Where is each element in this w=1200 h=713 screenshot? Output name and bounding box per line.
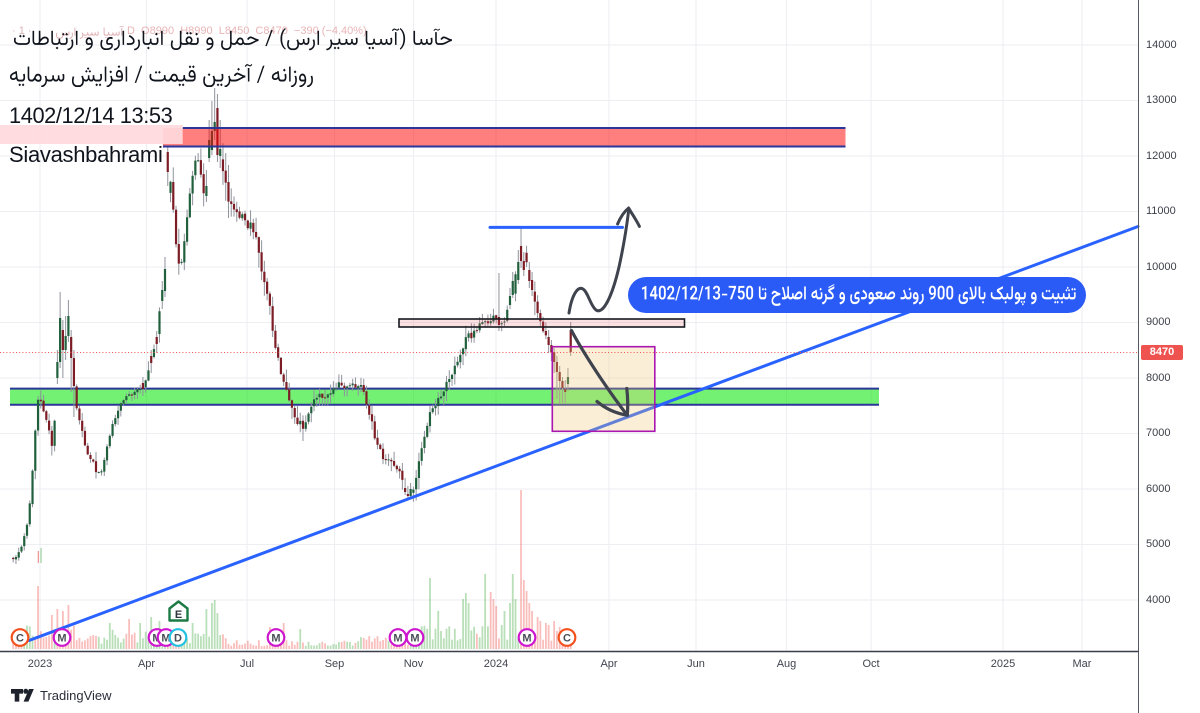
svg-text:M: M (393, 633, 402, 645)
svg-text:TradingView: TradingView (40, 688, 112, 703)
svg-text:C: C (16, 633, 24, 645)
svg-text:M: M (57, 633, 66, 645)
svg-text:M: M (522, 633, 531, 645)
svg-text:D: D (174, 633, 182, 645)
svg-text:M: M (410, 633, 419, 645)
svg-text:M: M (271, 633, 280, 645)
svg-text:M: M (161, 633, 170, 645)
svg-text:C: C (563, 633, 571, 645)
svg-text:E: E (175, 609, 182, 621)
